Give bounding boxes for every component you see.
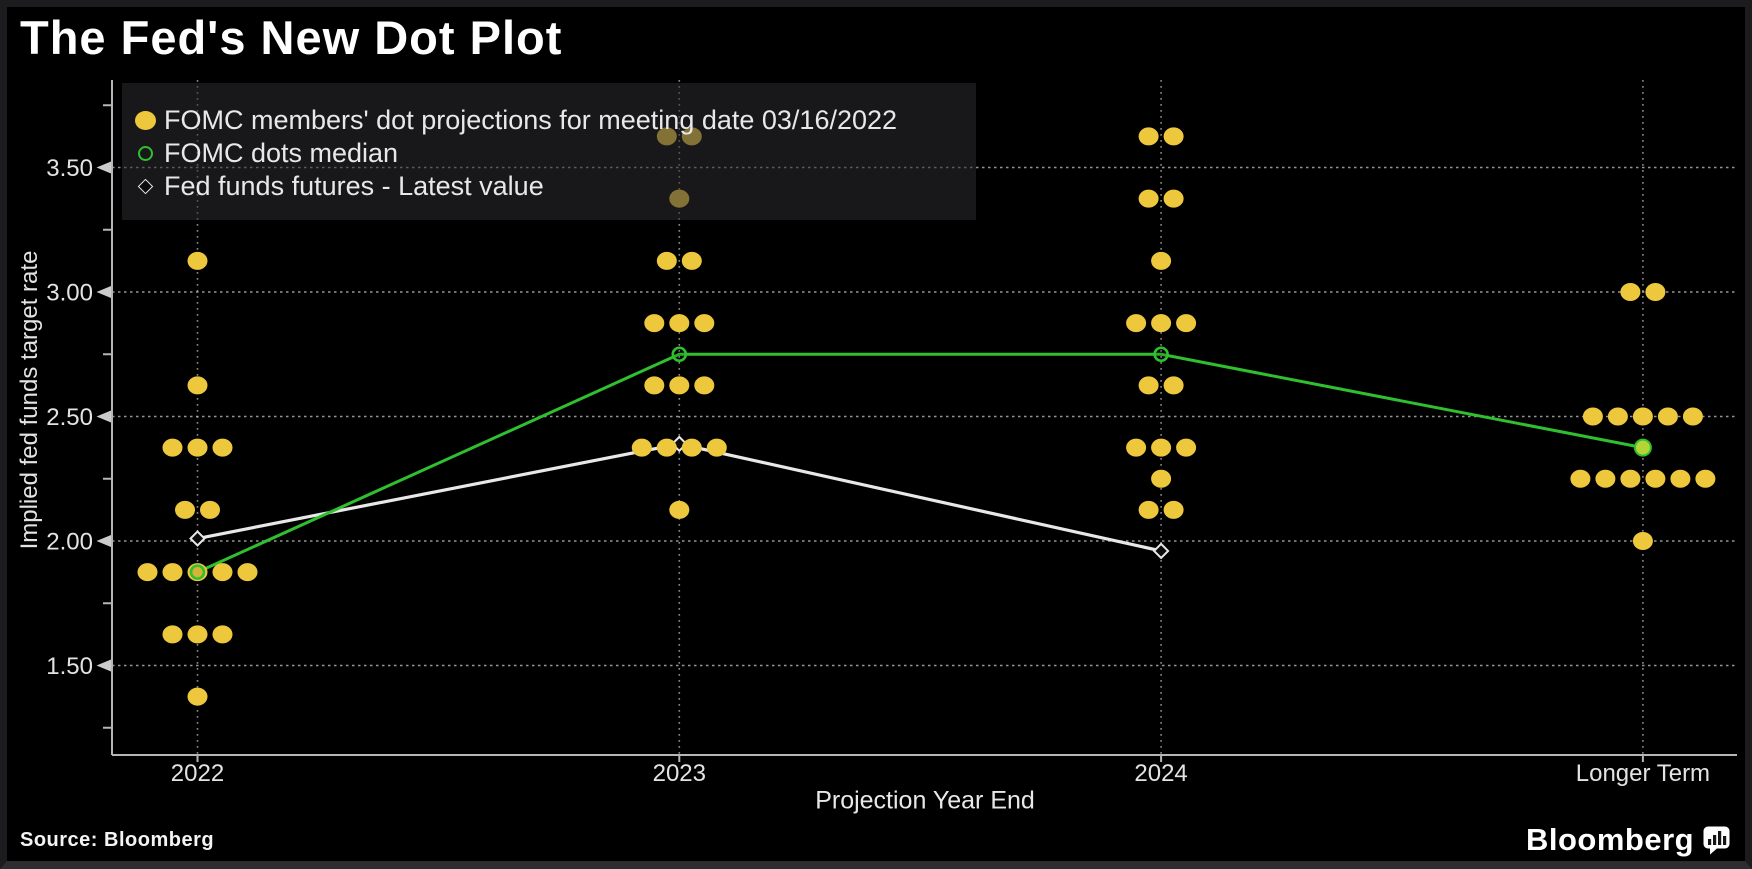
median-circle-marker-icon bbox=[132, 146, 158, 161]
page-title: The Fed's New Dot Plot bbox=[20, 11, 563, 64]
svg-text:2024: 2024 bbox=[1134, 760, 1187, 787]
legend-item-label: Fed funds futures - Latest value bbox=[164, 171, 544, 201]
bar-chart-bubble-icon bbox=[1703, 826, 1730, 854]
bloomberg-branding: Bloomberg bbox=[1526, 822, 1730, 858]
chart-legend: FOMC members' dot projections for meetin… bbox=[122, 83, 976, 220]
legend-item-fomc-dots: FOMC members' dot projections for meetin… bbox=[122, 104, 976, 137]
fomc-dot-marker-icon bbox=[132, 111, 158, 130]
legend-item-label: FOMC dots median bbox=[164, 138, 399, 168]
svg-text:Longer Term: Longer Term bbox=[1576, 760, 1710, 787]
legend-item-median: FOMC dots median bbox=[122, 137, 976, 170]
bloomberg-wordmark: Bloomberg bbox=[1526, 822, 1695, 857]
legend-item-futures: Fed funds futures - Latest value bbox=[122, 170, 976, 203]
svg-text:2.50: 2.50 bbox=[46, 404, 93, 431]
svg-text:2022: 2022 bbox=[171, 760, 224, 787]
svg-text:3.00: 3.00 bbox=[46, 280, 93, 307]
legend-item-label: FOMC members' dot projections for meetin… bbox=[164, 105, 898, 135]
svg-text:1.50: 1.50 bbox=[46, 653, 93, 680]
svg-text:2023: 2023 bbox=[653, 760, 706, 787]
svg-text:2.00: 2.00 bbox=[46, 529, 93, 556]
y-axis-title: Implied fed funds target rate bbox=[16, 250, 43, 550]
source-note: Source: Bloomberg bbox=[20, 829, 215, 851]
svg-text:3.50: 3.50 bbox=[46, 155, 93, 182]
x-axis-title: Projection Year End bbox=[815, 786, 1035, 815]
futures-diamond-marker-icon bbox=[132, 178, 158, 195]
